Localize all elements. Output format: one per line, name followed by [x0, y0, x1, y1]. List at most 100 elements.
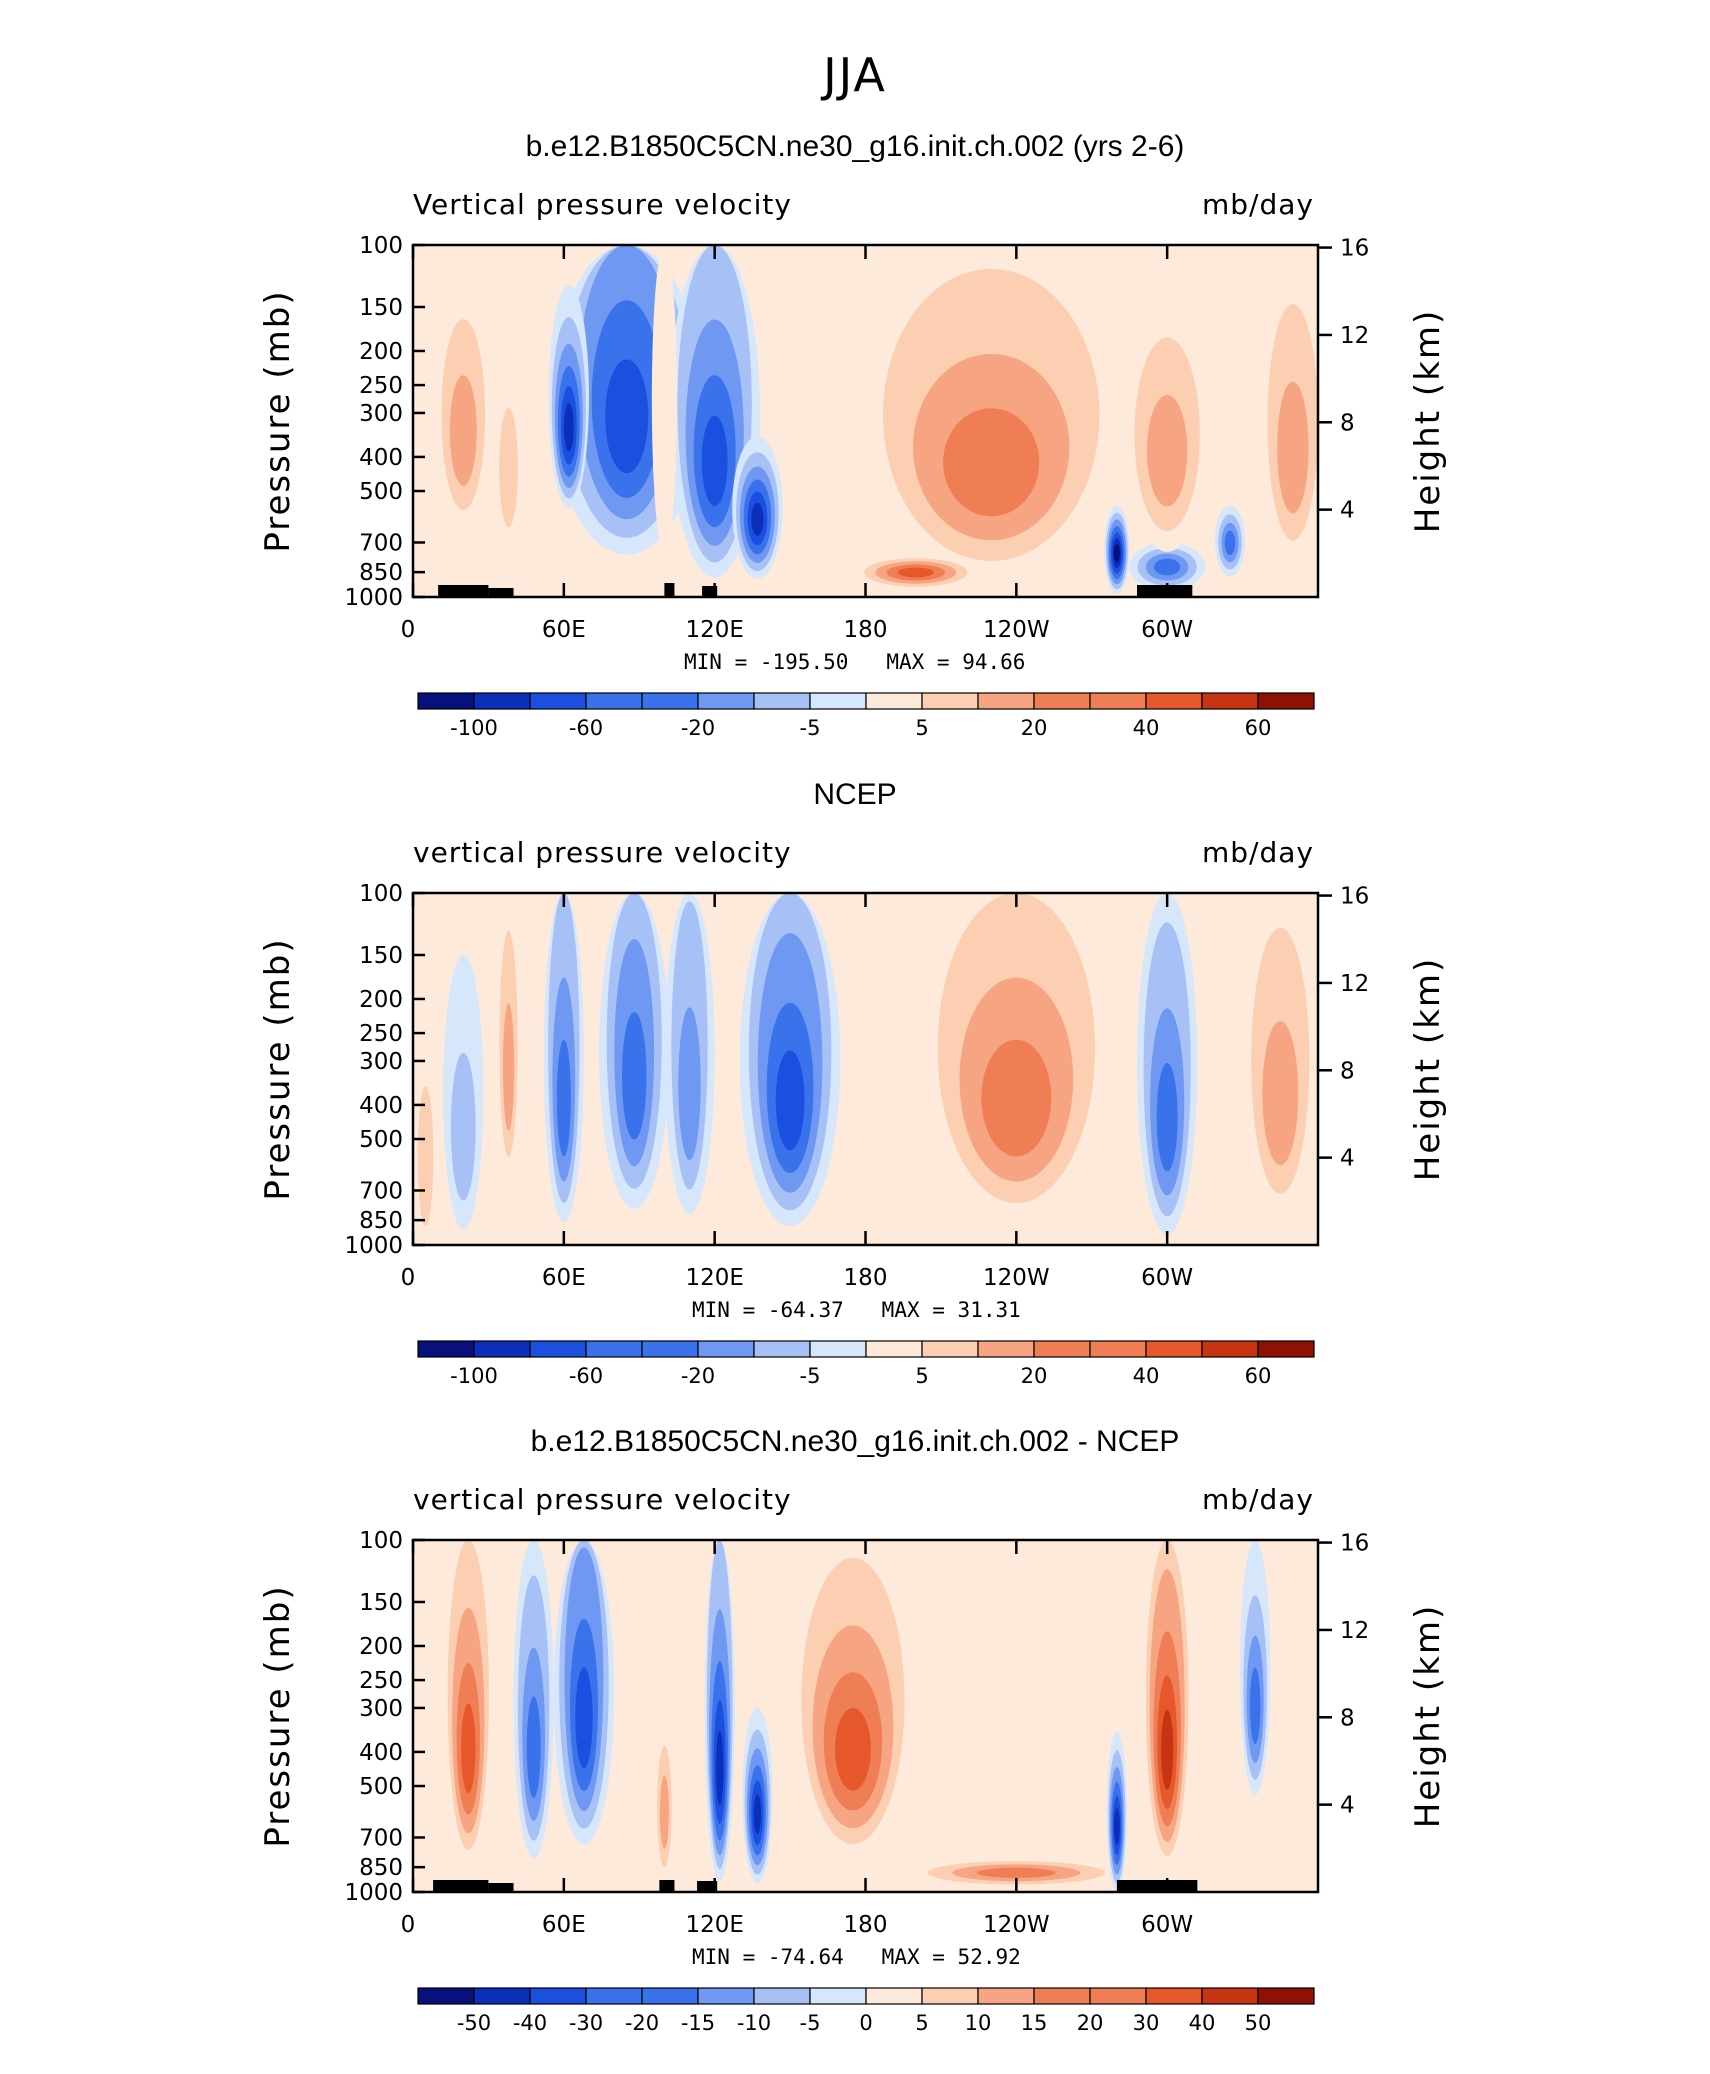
topography-2: [664, 583, 675, 597]
x-tick-label: 0: [401, 1265, 416, 1291]
y-tick-label: 250: [359, 1021, 403, 1047]
y-tick-label: 150: [359, 295, 403, 321]
max-value: 52.92: [957, 1945, 1021, 1969]
field-contour-0-3: [449, 375, 477, 486]
x-tick-label: 60E: [542, 1265, 586, 1291]
y-tick-label: 700: [359, 1178, 403, 1204]
y-tick-label: 1000: [344, 1233, 403, 1259]
topography-4: [1137, 585, 1193, 597]
y2-tick-label: 8: [1340, 1058, 1355, 1084]
colorbar-label: 50: [1245, 2011, 1272, 2035]
topography-1: [488, 588, 514, 597]
field-contour-13-3: [1277, 381, 1309, 514]
y-tick-label: 250: [359, 373, 403, 399]
y2-tick-label: 4: [1340, 1146, 1355, 1172]
x-tick-label: 120E: [685, 617, 743, 643]
min-value: -64.37: [767, 1298, 844, 1322]
y2-tick-label: 4: [1340, 1793, 1355, 1819]
y-tick-label: 250: [359, 1668, 403, 1694]
y2-tick-label: 8: [1340, 1705, 1355, 1731]
colorbar-label: 15: [1021, 2011, 1048, 2035]
field-contour-8-5: [897, 567, 934, 578]
y-tick-label: 500: [359, 479, 403, 505]
field-contour-6-4: [981, 1039, 1052, 1157]
chart-title: b.e12.B1850C5CN.ne30_g16.init.ch.002 (yr…: [525, 130, 1185, 163]
colorbar-label: 5: [915, 2011, 928, 2035]
field-contour-3-6: [563, 403, 574, 452]
variable-label: Vertical pressure velocity: [413, 188, 792, 221]
max-label: MAX =: [881, 1945, 945, 1969]
x-tick-label: 180: [844, 1912, 888, 1938]
y-tick-label: 300: [359, 1049, 403, 1075]
y-tick-label: 850: [359, 1208, 403, 1234]
field-contour-4-6: [716, 1730, 724, 1806]
colorbar-box: [1257, 1987, 1315, 2005]
min-label: MIN =: [684, 650, 748, 674]
x-tick-label: 180: [844, 617, 888, 643]
variable-label: vertical pressure velocity: [413, 836, 792, 869]
x-tick-label: 120W: [983, 1265, 1050, 1291]
topography-0: [438, 585, 489, 597]
y-tick-label: 1000: [344, 1880, 403, 1906]
field-contour-9-6: [1161, 1709, 1174, 1790]
colorbar-label: -60: [569, 716, 603, 740]
x-tick-label: 0: [401, 617, 416, 643]
colorbar-label: -5: [800, 1364, 821, 1388]
variable-label: vertical pressure velocity: [413, 1483, 792, 1516]
colorbar-label: -30: [569, 2011, 603, 2035]
field-contour-1-2: [499, 407, 518, 528]
y2-tick-label: 4: [1340, 498, 1355, 524]
field: [413, 1540, 1318, 1892]
min-max-readout: MIN = -64.37 MAX = 31.31: [692, 1298, 1021, 1322]
field-contour-2-5: [605, 359, 649, 474]
colorbar-box: [585, 1987, 643, 2005]
topography-0: [433, 1880, 489, 1892]
min-max-readout: MIN = -74.64 MAX = 52.92: [692, 1945, 1021, 1969]
y2-tick-label: 12: [1340, 971, 1369, 997]
y-tick-label: 500: [359, 1127, 403, 1153]
colorbar-label: 20: [1021, 1364, 1048, 1388]
y-tick-label: 150: [359, 1590, 403, 1616]
colorbar-box: [921, 1987, 979, 2005]
x-tick-label: 60E: [542, 1912, 586, 1938]
field-contour-1-3: [502, 1003, 515, 1131]
max-label: MAX =: [881, 1298, 945, 1322]
colorbar-label: 0: [859, 2011, 872, 2035]
y2-tick-label: 16: [1340, 884, 1369, 910]
y-tick-label: 400: [359, 445, 403, 471]
topography-3: [697, 1881, 718, 1892]
colorbar-label: 10: [965, 2011, 992, 2035]
y-tick-label: 200: [359, 1634, 403, 1660]
field-contour-6-5: [834, 1707, 871, 1791]
x-tick-label: 60E: [542, 617, 586, 643]
y-tick-label: 100: [359, 233, 403, 259]
field-contour-6-1: [651, 245, 677, 554]
x-tick-label: 120E: [685, 1265, 743, 1291]
topography-3: [702, 586, 718, 597]
y-tick-label: 700: [359, 530, 403, 556]
field-contour-3-4: [621, 1012, 647, 1140]
units-label: mb/day: [1202, 188, 1314, 221]
topography-2: [659, 1880, 675, 1892]
units-label: mb/day: [1202, 836, 1314, 869]
colorbar-label: 40: [1133, 1364, 1160, 1388]
colorbar-label: -40: [513, 2011, 547, 2035]
colorbar-box: [641, 1987, 699, 2005]
colorbar-box: [1257, 1340, 1315, 1358]
field-contour-12-3: [1147, 394, 1188, 507]
x-tick-label: 60W: [1141, 1265, 1193, 1291]
colorbar-label: -100: [450, 716, 498, 740]
min-value: -74.64: [767, 1945, 844, 1969]
field-contour-3-3: [659, 1775, 669, 1849]
y-tick-label: 850: [359, 1855, 403, 1881]
field-contour-11-4: [1224, 530, 1236, 556]
field-contour-0-5: [461, 1703, 476, 1794]
colorbar-label: -10: [737, 2011, 771, 2035]
colorbar-label: 5: [915, 716, 928, 740]
y-tick-label: 100: [359, 881, 403, 907]
y-tick-label: 850: [359, 560, 403, 586]
colorbar-box: [1145, 1987, 1203, 2005]
min-max-readout: MIN = -195.50 MAX = 94.66: [684, 650, 1025, 674]
